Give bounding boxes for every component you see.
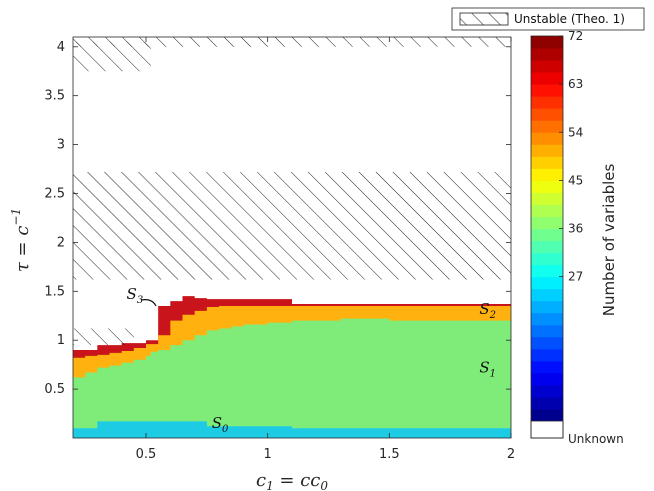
colorbar-swatch bbox=[531, 348, 563, 362]
colorbar-frame bbox=[530, 35, 564, 439]
legend-label: Unstable (Theo. 1) bbox=[514, 12, 625, 26]
colorbar-swatch bbox=[531, 276, 563, 290]
y-axis-ticks: 0.5 1 1.5 2 2.5 3 3.5 4 bbox=[44, 40, 511, 397]
colorbar-tick-label: 72 bbox=[568, 29, 583, 43]
colorbar-swatch bbox=[531, 48, 563, 61]
colorbar-swatch bbox=[531, 132, 563, 145]
y-axis-label: τ = c−1 bbox=[9, 208, 33, 272]
region-annotations: S0 S1 S2 S3 bbox=[127, 285, 496, 435]
colorbar-tick-label: 54 bbox=[568, 125, 583, 139]
colorbar-swatch bbox=[531, 96, 563, 109]
region-label-s0: S0 bbox=[212, 414, 229, 435]
region-label-s3: S3 bbox=[127, 285, 144, 306]
colorbar-swatch bbox=[531, 360, 563, 374]
y-tick-label: 3.5 bbox=[44, 89, 65, 104]
colorbar-unknown-label: Unknown bbox=[568, 432, 624, 446]
colorbar-swatch bbox=[531, 264, 563, 278]
colorbar-swatch bbox=[531, 396, 563, 410]
y-tick-label: 4 bbox=[57, 40, 65, 55]
colorbar-swatch bbox=[531, 180, 563, 193]
colorbar-swatch bbox=[531, 204, 563, 217]
colorbar-swatch bbox=[531, 72, 563, 85]
colorbar-swatch bbox=[531, 336, 563, 350]
unstable-hatching bbox=[73, 37, 511, 346]
colorbar-swatch bbox=[531, 288, 563, 302]
unstable-band-0 bbox=[73, 171, 511, 280]
unstable-band-1 bbox=[73, 37, 511, 47]
x-tick-label: 2 bbox=[507, 447, 515, 462]
colorbar-swatch bbox=[531, 144, 563, 157]
colorbar-swatch bbox=[531, 372, 563, 386]
colorbar-swatch bbox=[531, 252, 563, 266]
colorbar-swatch bbox=[531, 228, 563, 242]
colorbar-swatch bbox=[531, 156, 563, 169]
region-s0 bbox=[73, 421, 511, 438]
colorbar-swatch bbox=[531, 384, 563, 398]
y-tick-label: 3 bbox=[57, 138, 65, 153]
colorbar-swatch bbox=[531, 192, 563, 205]
y-tick-label: 2.5 bbox=[44, 186, 65, 201]
x-tick-label: 0.5 bbox=[136, 447, 157, 462]
y-tick-label: 0.5 bbox=[44, 382, 65, 397]
x-axis-label: c1 = cc0 bbox=[256, 470, 328, 491]
colorbar-swatch bbox=[531, 120, 563, 133]
x-axis-ticks: 0.5 1 1.5 2 bbox=[136, 37, 515, 462]
colorbar-ticks: 27 36 45 54 63 72 bbox=[559, 29, 583, 284]
colorbar-swatch bbox=[531, 60, 563, 73]
x-tick-label: 1.5 bbox=[379, 447, 400, 462]
y-tick-label: 2 bbox=[57, 235, 65, 250]
legend-hatch-swatch bbox=[459, 12, 509, 26]
colorbar-title: Number of variables bbox=[600, 164, 618, 317]
colorbar-tick-label: 45 bbox=[568, 173, 583, 187]
colorbar-tick-label: 63 bbox=[568, 77, 583, 91]
s3-pointer-line bbox=[140, 299, 157, 307]
colorbar-tick-label: 27 bbox=[568, 270, 583, 284]
colorbar bbox=[530, 36, 564, 439]
y-tick-label: 1 bbox=[57, 333, 65, 348]
x-tick-label: 1 bbox=[264, 447, 272, 462]
region-label-s2: S2 bbox=[479, 300, 496, 321]
y-tick-label: 1.5 bbox=[44, 284, 65, 299]
colorbar-tick-label: 36 bbox=[568, 222, 583, 236]
colorbar-swatch bbox=[531, 168, 563, 181]
colorbar-swatch bbox=[531, 36, 563, 49]
colorbar-swatch bbox=[531, 408, 563, 422]
plot-frame bbox=[72, 36, 512, 439]
region-s1 bbox=[73, 318, 511, 438]
region-label-s1: S1 bbox=[479, 358, 496, 379]
colorbar-swatch bbox=[531, 240, 563, 254]
colorbar-unknown-swatch bbox=[530, 420, 564, 439]
colorbar-swatch bbox=[531, 312, 563, 326]
colorbar-swatch bbox=[531, 108, 563, 121]
colorbar-swatch bbox=[531, 300, 563, 314]
colorbar-swatch bbox=[531, 324, 563, 338]
unstable-band-2 bbox=[73, 41, 151, 72]
colorbar-swatch bbox=[531, 216, 563, 229]
heatmap-regions bbox=[73, 296, 511, 438]
unstable-band-3 bbox=[73, 328, 134, 346]
colorbar-swatch bbox=[531, 84, 563, 97]
